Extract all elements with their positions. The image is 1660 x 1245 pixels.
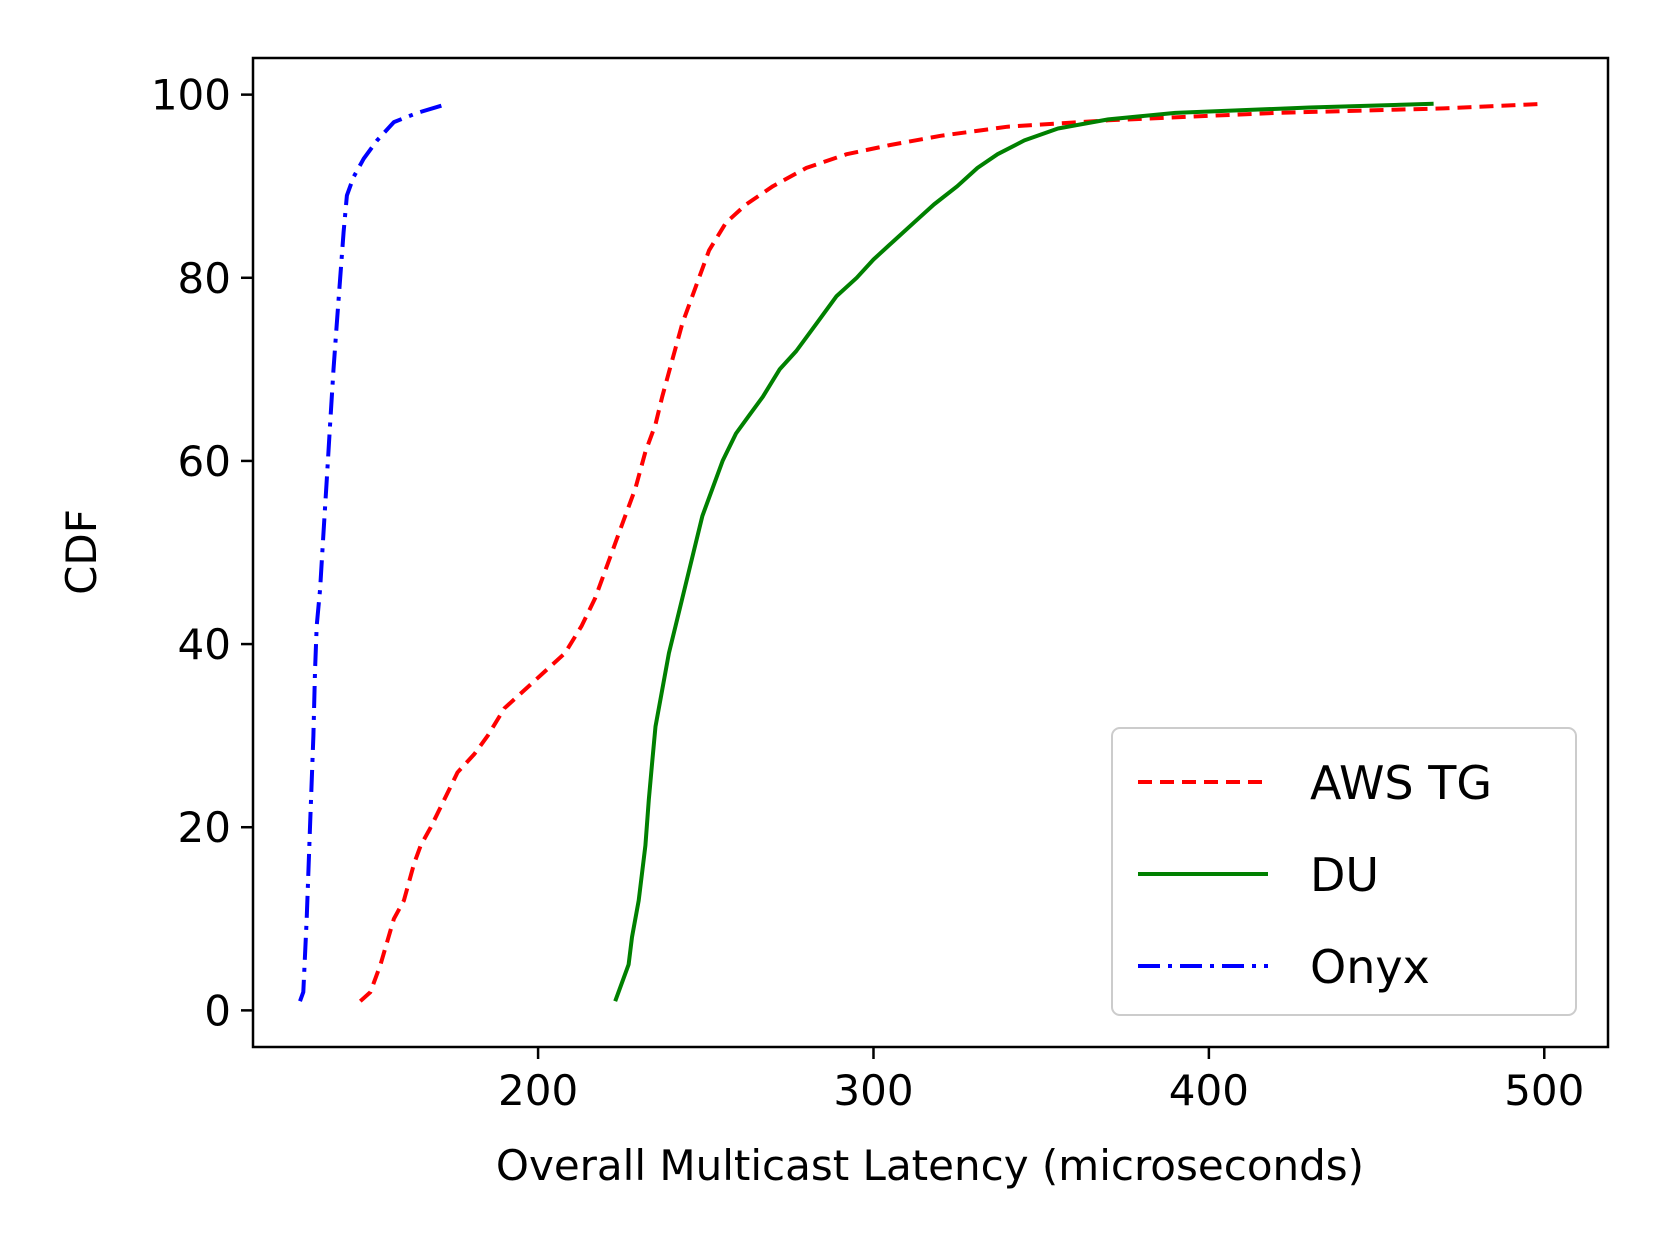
series-line-aws-tg	[358, 101, 1545, 1003]
legend-label: AWS TG	[1310, 756, 1492, 810]
legend-label: DU	[1310, 848, 1379, 902]
y-tick-label: 20	[178, 803, 231, 852]
x-axis-ticks: 200 300 400 500	[498, 1047, 1584, 1115]
y-axis-ticks: 0 20 40 60 80 100	[151, 71, 253, 1035]
y-tick-label: 80	[178, 254, 231, 303]
legend-box	[1111, 727, 1577, 1016]
y-tick-label: 0	[204, 986, 231, 1035]
x-tick-label: 200	[498, 1066, 578, 1115]
legend-label: Onyx	[1310, 940, 1430, 994]
x-tick-label: 500	[1504, 1066, 1584, 1115]
y-tick-label: 40	[178, 620, 231, 669]
y-tick-label: 100	[151, 71, 231, 120]
legend: AWS TG DU Onyx	[1111, 727, 1577, 1016]
series-lines	[298, 101, 1545, 1003]
plot-area	[251, 56, 1610, 1049]
x-axis-label: Overall Multicast Latency (microseconds)	[496, 1141, 1364, 1190]
x-tick-label: 300	[833, 1066, 913, 1115]
y-tick-label: 60	[178, 437, 231, 486]
x-tick-label: 400	[1169, 1066, 1249, 1115]
series-line-du	[613, 101, 1434, 1002]
y-axis-label: CDF	[57, 509, 106, 595]
plot-frame	[251, 56, 1610, 1049]
series-line-onyx	[298, 101, 449, 1002]
